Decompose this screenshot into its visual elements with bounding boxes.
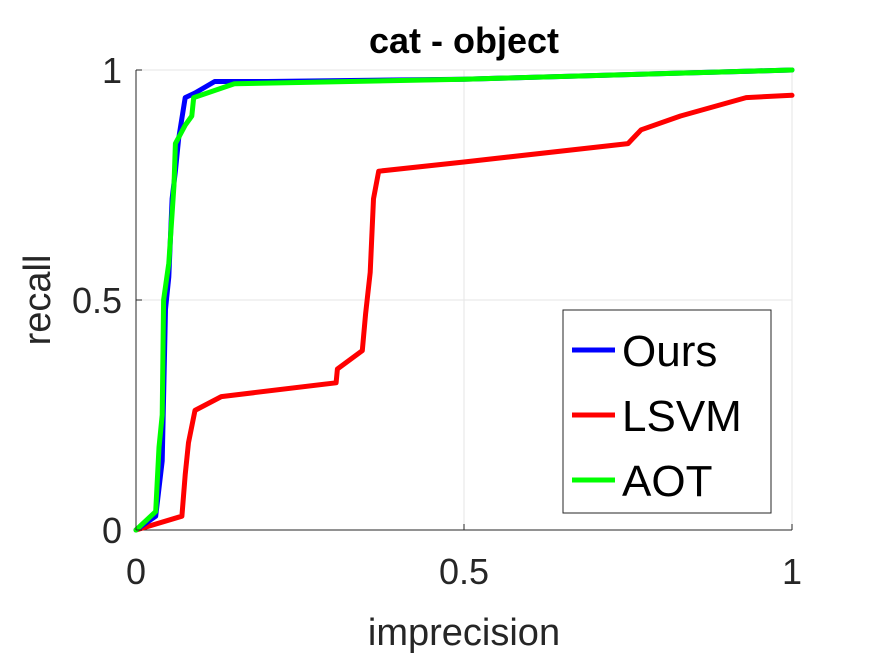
x-tick-label: 1 xyxy=(782,551,802,592)
chart-title: cat - object xyxy=(369,20,559,61)
x-axis-label: imprecision xyxy=(368,612,560,654)
grid xyxy=(136,70,792,530)
y-axis-label: recall xyxy=(17,255,59,346)
y-tick-label: 0.5 xyxy=(72,280,122,321)
tick-labels: 0 0.5 1 0 0.5 1 xyxy=(72,50,802,592)
y-tick-label: 0 xyxy=(102,510,122,551)
series-line-aot xyxy=(133,67,795,533)
legend-label-ours: Ours xyxy=(622,327,717,376)
y-tick-label: 1 xyxy=(102,50,122,91)
legend: Ours LSVM AOT xyxy=(562,309,772,514)
legend-label-aot: AOT xyxy=(622,457,712,506)
x-tick-label: 0 xyxy=(126,551,146,592)
x-tick-label: 0.5 xyxy=(439,551,489,592)
series-layer xyxy=(133,67,795,533)
legend-label-lsvm: LSVM xyxy=(622,392,742,441)
series-line-lsvm xyxy=(133,92,795,533)
